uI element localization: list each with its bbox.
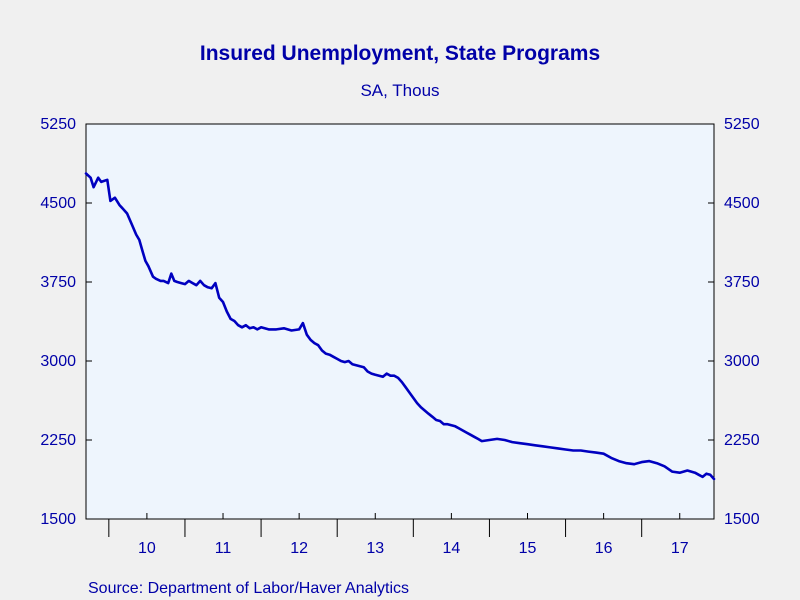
x-tick-label: 15 [519, 540, 537, 557]
x-tick-label: 16 [595, 540, 613, 557]
series-layer [84, 172, 716, 481]
x-tick-label: 17 [671, 540, 689, 557]
series-line-0 [84, 172, 716, 481]
y-tick-label-right: 3750 [724, 274, 760, 291]
source-note: Source: Department of Labor/Haver Analyt… [88, 580, 409, 597]
x-tick-label: 13 [366, 540, 384, 557]
x-tick-label: 12 [290, 540, 308, 557]
y-tick-label-left: 3000 [40, 353, 76, 370]
y-tick-label-right: 3000 [724, 353, 760, 370]
chart-title: Insured Unemployment, State Programs [200, 42, 600, 65]
x-tick-label: 14 [442, 540, 460, 557]
x-tick-label: 10 [138, 540, 156, 557]
y-tick-label-right: 5250 [724, 116, 760, 133]
chart-subtitle: SA, Thous [360, 81, 439, 100]
y-axis-right: 1500 2250 3000 3750 4500 5250 [708, 116, 760, 528]
y-tick-label-left: 1500 [40, 511, 76, 528]
y-tick-label-right: 2250 [724, 432, 760, 449]
y-tick-label-right: 1500 [724, 511, 760, 528]
x-axis: 10 11 12 13 14 15 16 17 [108, 513, 689, 557]
plot-area [85, 123, 715, 520]
y-tick-label-right: 4500 [724, 195, 760, 212]
y-axis-left: 1500 2250 3000 3750 4500 5250 [40, 116, 92, 528]
y-tick-label-left: 3750 [40, 274, 76, 291]
y-tick-label-left: 5250 [40, 116, 76, 133]
x-tick-label: 11 [215, 540, 232, 557]
y-tick-label-left: 4500 [40, 195, 76, 212]
y-tick-label-left: 2250 [40, 432, 76, 449]
